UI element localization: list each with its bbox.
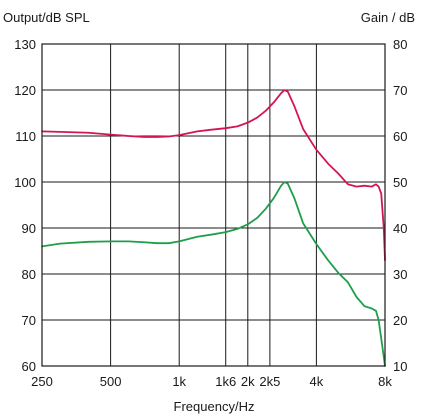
y-axis-right-label: Gain / dB [361, 10, 415, 25]
x-tick-label: 4k [310, 374, 324, 389]
x-axis-label: Frequency/Hz [174, 399, 255, 414]
x-tick-label: 2k5 [259, 374, 280, 389]
plot-frame [41, 43, 386, 367]
data-series [41, 89, 386, 367]
y-right-tick-label: 70 [393, 83, 407, 98]
x-tick-label: 1k6 [215, 374, 236, 389]
y-left-tick-label: 90 [22, 221, 36, 236]
grid-lines [41, 43, 386, 367]
y-right-tick-label: 80 [393, 37, 407, 52]
series-line-1 [41, 89, 386, 262]
y-right-tick-label: 60 [393, 129, 407, 144]
y-left-tick-label: 120 [14, 83, 36, 98]
y-left-tick-label: 60 [22, 359, 36, 374]
x-tick-label: 1k [172, 374, 186, 389]
y-left-tick-label: 100 [14, 175, 36, 190]
x-tick-label: 2k [241, 374, 255, 389]
y-right-tick-labels: 10 20 30 40 50 60 70 80 [393, 37, 407, 374]
x-tick-label: 250 [31, 374, 53, 389]
y-right-tick-label: 10 [393, 359, 407, 374]
y-right-tick-label: 40 [393, 221, 407, 236]
x-tick-label: 500 [100, 374, 122, 389]
y-right-tick-label: 20 [393, 313, 407, 328]
y-right-tick-label: 30 [393, 267, 407, 282]
y-left-tick-label: 110 [15, 129, 36, 144]
y-axis-left-label: Output/dB SPL [3, 10, 90, 25]
y-left-tick-label: 130 [14, 37, 36, 52]
y-left-tick-label: 80 [22, 267, 36, 282]
y-left-tick-label: 70 [22, 313, 36, 328]
y-left-tick-labels: 60 70 80 90 100 110 120 130 [14, 37, 36, 374]
x-tick-labels: 250 500 1k 1k6 2k 2k5 4k 8k [31, 374, 392, 389]
x-tick-label: 8k [378, 374, 392, 389]
series-line-2 [41, 181, 386, 367]
y-right-tick-label: 50 [393, 175, 407, 190]
